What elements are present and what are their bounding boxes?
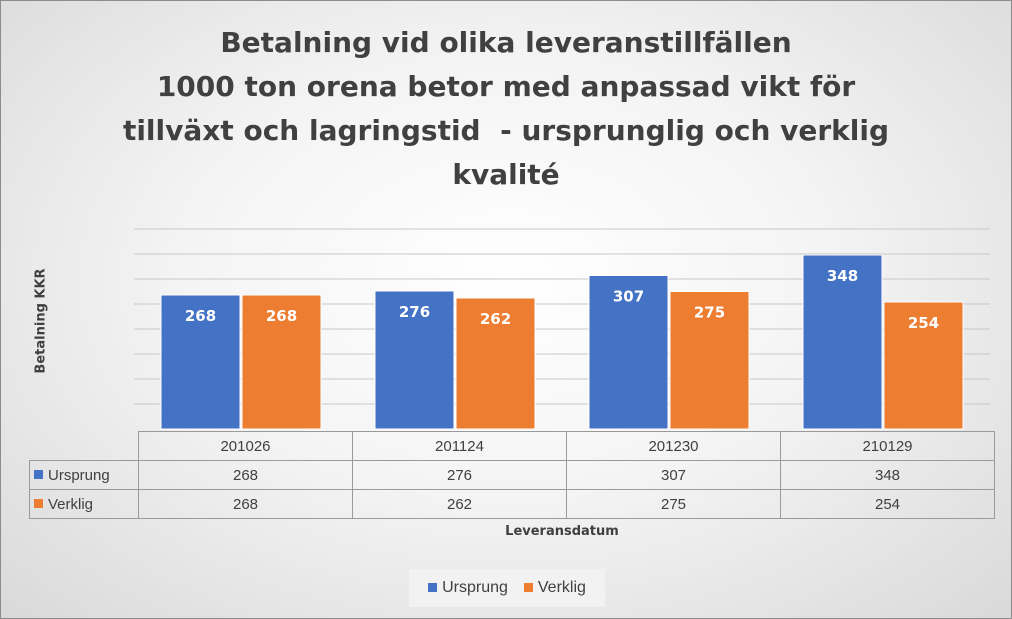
bar-verklig-210129 [883,301,964,430]
data-table: 201026 201124 201230 210129 Ursprung 268… [29,431,995,519]
legend-label: Verklig [537,579,586,596]
data-table-cell: 275 [566,489,781,519]
legend-swatch-ursprung [428,582,438,592]
legend-item-ursprung: Ursprung [428,579,508,597]
chart-title-line-3: tillväxt och lagringstid - ursprunglig o… [122,114,890,147]
chart-title-line-2: 1000 ton orena betor med anpassad vikt f… [156,70,856,103]
data-label-verklig-201026: 268 [266,307,297,325]
x-axis-label: Leveransdatum [505,524,619,539]
chart-title-line-1: Betalning vid olika leveranstillfällen [220,26,792,59]
data-table-category: 201026 [138,431,353,461]
data-label-ursprung-201026: 268 [185,307,216,325]
legend-item-verklig: Verklig [523,579,586,597]
data-label-ursprung-201230: 307 [613,288,644,306]
series-name-label: Verklig [48,495,94,513]
data-label-ursprung-210129: 348 [827,267,858,285]
bar-verklig-201026 [241,294,322,430]
bar-verklig-201124 [455,297,536,430]
data-table-category: 201124 [352,431,567,461]
bar-ursprung-201230 [588,275,669,430]
bar-ursprung-210129 [802,254,883,430]
data-table-header-row: 201026 201124 201230 210129 [30,431,995,461]
data-table-cell: 276 [352,460,567,490]
series-swatch-ursprung [34,470,43,480]
data-label-verklig-210129: 254 [908,314,939,332]
data-label-verklig-201124: 262 [480,310,511,328]
data-table-series-name: Verklig [29,489,139,519]
legend-swatch-verklig [523,582,533,592]
data-table-category: 210129 [780,431,995,461]
series-name-label: Ursprung [48,466,110,484]
chart-title-line-4: kvalité [452,158,560,191]
data-table-category: 201230 [566,431,781,461]
data-table-cell: 268 [138,460,353,490]
data-table-cell: 268 [138,489,353,519]
data-table-cell: 262 [352,489,567,519]
data-table-series-name: Ursprung [29,460,139,490]
bar-ursprung-201124 [374,290,455,430]
legend-label: Ursprung [442,579,508,596]
data-table-cell: 307 [566,460,781,490]
data-table-cell: 254 [780,489,995,519]
series-swatch-verklig [34,499,43,509]
data-table-row: Verklig 268 262 275 254 [29,489,995,519]
data-label-ursprung-201124: 276 [399,303,430,321]
legend: Ursprung Verklig [409,569,605,607]
data-table-corner [30,432,139,461]
data-label-verklig-201230: 275 [694,304,725,322]
data-table-cell: 348 [780,460,995,490]
data-table-row: Ursprung 268 276 307 348 [29,460,995,490]
chart-title: Betalning vid olika leveranstillfällen 1… [91,21,921,197]
bar-ursprung-201026 [160,294,241,430]
bar-verklig-201230 [669,291,750,430]
